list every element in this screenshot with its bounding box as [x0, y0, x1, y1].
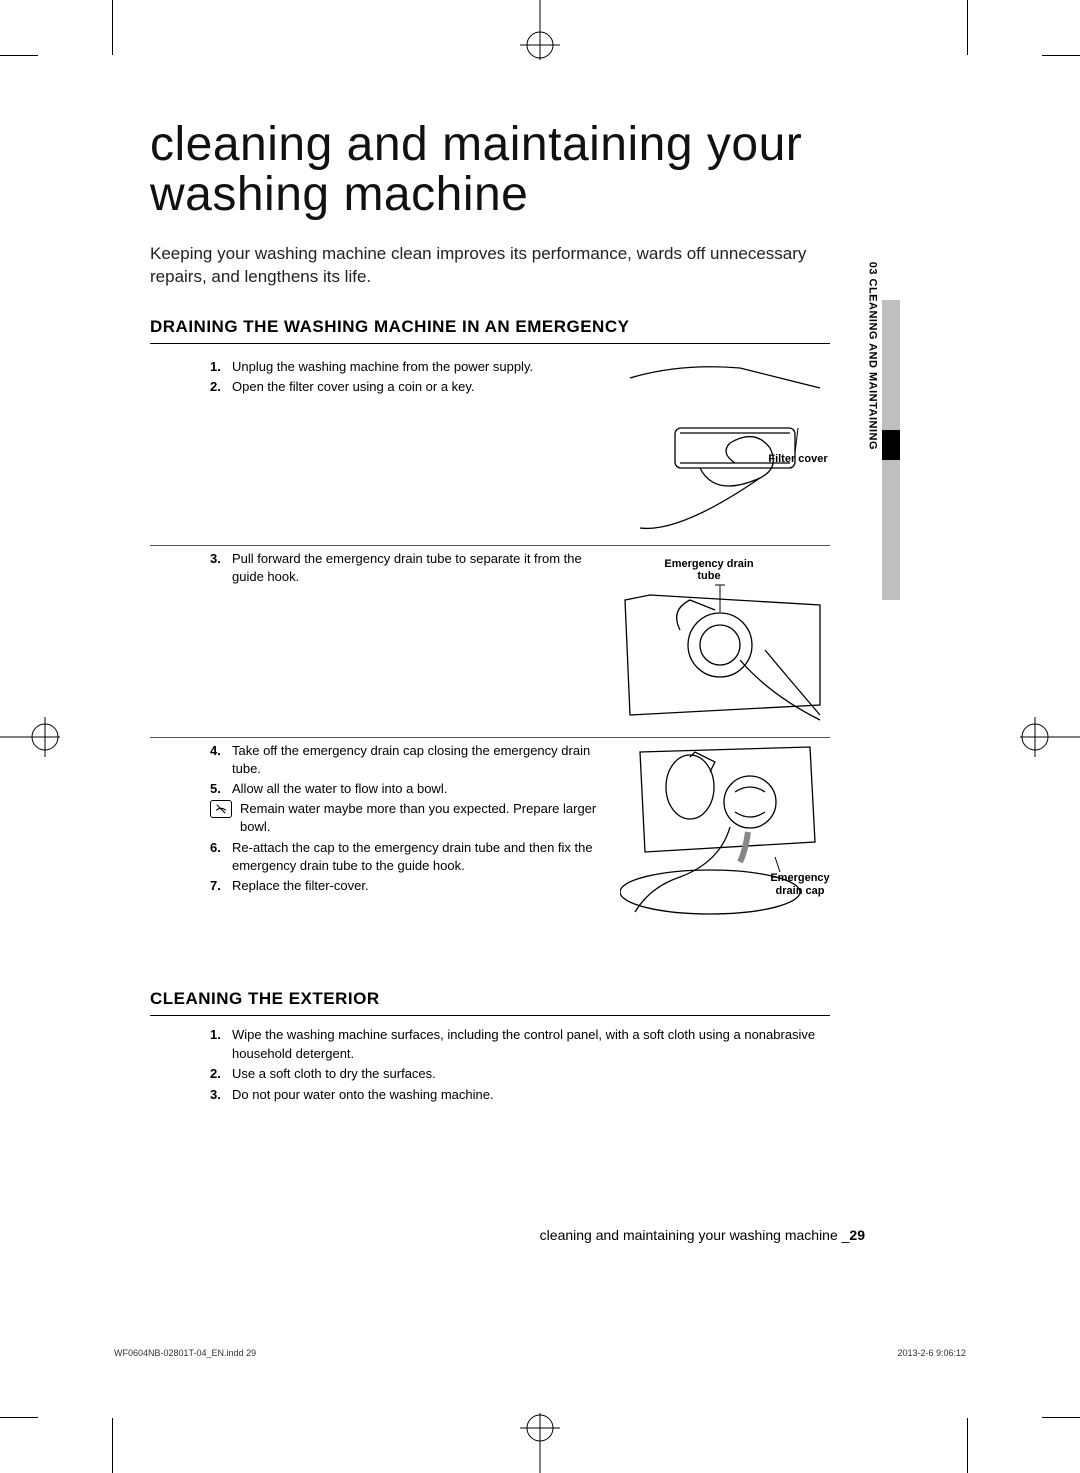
step-number: 1. — [210, 1026, 226, 1064]
step: 3.Pull forward the emergency drain tube … — [210, 550, 602, 586]
step: 2. Open the filter cover using a coin or … — [210, 378, 602, 396]
illustration-label: Emergency drain cap — [760, 872, 840, 896]
instruction-block: 4.Take off the emergency drain cap closi… — [150, 738, 830, 929]
step-number: 1. — [210, 358, 226, 376]
crop-mark-left — [0, 707, 60, 767]
crop-mark-bottom — [510, 1413, 570, 1473]
footer: cleaning and maintaining your washing ma… — [540, 1227, 865, 1243]
trim-line — [0, 1417, 38, 1418]
section-tab: 03 CLEANING AND MAINTAINING — [860, 300, 900, 600]
step-text: Wipe the washing machine surfaces, inclu… — [232, 1026, 830, 1064]
step-number: 5. — [210, 780, 226, 798]
trim-line — [1042, 1417, 1080, 1418]
illustration-drain-tube: Emergency drain tube — [620, 550, 830, 725]
imprint-timestamp: 2013-2-6 9:06:12 — [897, 1348, 966, 1358]
imprint-filename: WF0604NB-02801T-04_EN.indd 29 — [114, 1348, 256, 1358]
steps: 4.Take off the emergency drain cap closi… — [210, 742, 602, 917]
crop-mark-right — [1020, 707, 1080, 767]
step: 7. Replace the filter-cover. — [210, 877, 602, 895]
section-heading-draining: DRAINING THE WASHING MACHINE IN AN EMERG… — [150, 317, 830, 344]
tab-marker — [882, 430, 900, 460]
step-text: Do not pour water onto the washing machi… — [232, 1086, 494, 1105]
step-text: Unplug the washing machine from the powe… — [232, 358, 533, 376]
trim-line — [967, 1418, 968, 1473]
trim-line — [112, 0, 113, 55]
note: Remain water maybe more than you expecte… — [210, 800, 602, 836]
instruction-block: 1. Unplug the washing machine from the po… — [150, 354, 830, 546]
illustration-label: Filter cover — [758, 453, 838, 465]
page-title: cleaning and maintaining your washing ma… — [150, 120, 830, 221]
step-text: Allow all the water to flow into a bowl. — [232, 780, 447, 798]
crop-mark-top — [510, 0, 570, 60]
step-number: 2. — [210, 378, 226, 396]
content: cleaning and maintaining your washing ma… — [150, 120, 830, 1107]
instruction-block: 3.Pull forward the emergency drain tube … — [150, 546, 830, 738]
step-number: 7. — [210, 877, 226, 895]
step-number: 2. — [210, 1065, 226, 1084]
trim-line — [967, 0, 968, 55]
step: 4.Take off the emergency drain cap closi… — [210, 742, 602, 778]
step-number: 3. — [210, 550, 226, 586]
illustration-filter-cover: Filter cover — [620, 358, 830, 533]
illustration-label: Emergency drain tube — [664, 558, 754, 582]
section-exterior: CLEANING THE EXTERIOR 1.Wipe the washing… — [150, 989, 830, 1105]
steps: 1. Unplug the washing machine from the po… — [210, 358, 602, 533]
footer-section: cleaning and maintaining your washing ma… — [540, 1227, 850, 1243]
tab-label: 03 CLEANING AND MAINTAINING — [866, 262, 878, 450]
step-text: Re-attach the cap to the emergency drain… — [232, 839, 602, 875]
trim-line — [0, 55, 38, 56]
steps: 3.Pull forward the emergency drain tube … — [210, 550, 602, 725]
step-number: 6. — [210, 839, 226, 875]
step: 1. Unplug the washing machine from the po… — [210, 358, 602, 376]
section-heading-exterior: CLEANING THE EXTERIOR — [150, 989, 830, 1016]
intro-text: Keeping your washing machine clean impro… — [150, 243, 830, 289]
step-number: 3. — [210, 1086, 226, 1105]
note-icon — [210, 800, 232, 818]
step-text: Replace the filter-cover. — [232, 877, 369, 895]
step: 5. Allow all the water to flow into a bow… — [210, 780, 602, 798]
step: 6.Re-attach the cap to the emergency dra… — [210, 839, 602, 875]
note-text: Remain water maybe more than you expecte… — [240, 800, 602, 836]
step: 3. Do not pour water onto the washing mac… — [210, 1086, 830, 1105]
trim-line — [112, 1418, 113, 1473]
step-text: Pull forward the emergency drain tube to… — [232, 550, 602, 586]
illustration-drain-cap: Emergency drain cap — [620, 742, 830, 917]
step: 1.Wipe the washing machine surfaces, inc… — [210, 1026, 830, 1064]
step-text: Take off the emergency drain cap closing… — [232, 742, 602, 778]
step-text: Use a soft cloth to dry the surfaces. — [232, 1065, 436, 1084]
step-number: 4. — [210, 742, 226, 778]
footer-page: 29 — [849, 1227, 865, 1243]
step: 2. Use a soft cloth to dry the surfaces. — [210, 1065, 830, 1084]
step-text: Open the filter cover using a coin or a … — [232, 378, 475, 396]
page: 03 CLEANING AND MAINTAINING cleaning and… — [0, 0, 1080, 1473]
trim-line — [1042, 55, 1080, 56]
